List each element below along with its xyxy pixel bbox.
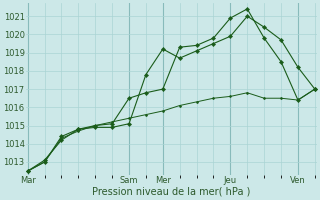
X-axis label: Pression niveau de la mer( hPa ): Pression niveau de la mer( hPa )	[92, 187, 251, 197]
